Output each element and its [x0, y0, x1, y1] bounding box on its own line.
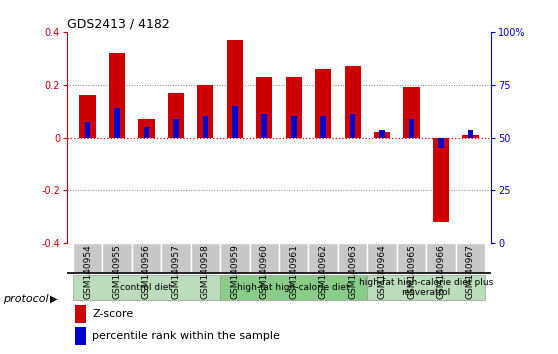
Bar [374, 132, 390, 137]
Bar [191, 243, 220, 273]
Text: GSM140966: GSM140966 [436, 244, 445, 299]
Bar [344, 66, 360, 137]
Bar [256, 77, 272, 137]
Bar [75, 306, 86, 323]
Bar [198, 85, 214, 137]
Bar [315, 69, 331, 137]
Bar [338, 243, 367, 273]
Text: GSM140957: GSM140957 [171, 244, 180, 299]
Bar [408, 119, 415, 137]
Bar [75, 327, 86, 344]
Bar [227, 40, 243, 137]
Bar [220, 243, 249, 273]
Bar [433, 137, 449, 222]
Bar [161, 243, 191, 273]
Text: Z-score: Z-score [93, 309, 134, 319]
Text: GSM140960: GSM140960 [260, 244, 269, 299]
Bar [79, 95, 95, 137]
Bar [85, 122, 90, 137]
Bar [262, 114, 267, 137]
Text: GSM140954: GSM140954 [83, 244, 92, 298]
Text: GSM140959: GSM140959 [230, 244, 239, 299]
Bar [456, 243, 485, 273]
Bar [173, 119, 179, 137]
Bar [132, 243, 161, 273]
Bar [350, 114, 355, 137]
Text: percentile rank within the sample: percentile rank within the sample [93, 331, 280, 341]
Bar [203, 116, 208, 137]
Text: high-fat high-calorie diet: high-fat high-calorie diet [237, 283, 350, 292]
Bar [403, 87, 420, 137]
Bar [73, 243, 102, 273]
Text: GSM140956: GSM140956 [142, 244, 151, 299]
Text: protocol: protocol [3, 294, 49, 304]
Bar [168, 93, 184, 137]
Bar [320, 116, 326, 137]
Bar [220, 275, 367, 300]
Bar [143, 127, 150, 137]
Bar [249, 243, 279, 273]
Text: ▶: ▶ [50, 294, 57, 304]
Bar [379, 130, 385, 137]
Bar [232, 106, 238, 137]
Bar [426, 243, 456, 273]
Text: GSM140955: GSM140955 [113, 244, 122, 299]
Text: GSM140961: GSM140961 [289, 244, 298, 299]
Text: GSM140958: GSM140958 [201, 244, 210, 299]
Text: GSM140964: GSM140964 [378, 244, 387, 298]
Bar [367, 243, 397, 273]
Text: GSM140963: GSM140963 [348, 244, 357, 299]
Bar [397, 243, 426, 273]
Bar [309, 243, 338, 273]
Text: GSM140962: GSM140962 [319, 244, 328, 298]
Bar [138, 119, 155, 137]
Text: GSM140965: GSM140965 [407, 244, 416, 299]
Text: GDS2413 / 4182: GDS2413 / 4182 [67, 18, 170, 31]
Bar [438, 137, 444, 148]
Text: control diet: control diet [121, 283, 172, 292]
Bar [463, 135, 479, 137]
Text: high-fat high-calorie diet plus
resveratrol: high-fat high-calorie diet plus resverat… [359, 278, 493, 297]
Bar [367, 275, 485, 300]
Bar [114, 108, 120, 137]
Bar [109, 53, 125, 137]
Bar [286, 77, 302, 137]
Bar [291, 116, 296, 137]
Bar [279, 243, 309, 273]
Bar [468, 130, 473, 137]
Bar [102, 243, 132, 273]
Bar [73, 275, 220, 300]
Text: GSM140967: GSM140967 [466, 244, 475, 299]
